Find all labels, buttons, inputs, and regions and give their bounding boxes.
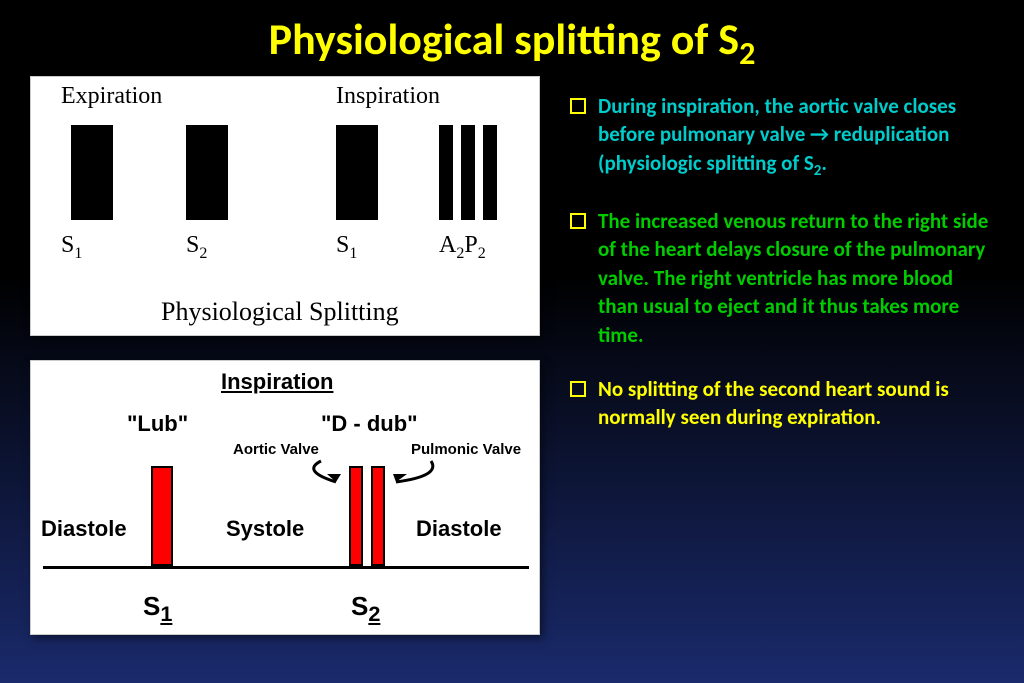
label-diastole1: Diastole (41, 516, 127, 542)
label-diastole2: Diastole (416, 516, 502, 542)
bullet-item: During inspiration, the aortic valve clo… (570, 92, 995, 181)
label-systole: Systole (226, 516, 304, 542)
sound-bar (336, 125, 378, 220)
bullet-item: No splitting of the second heart sound i… (570, 375, 995, 432)
slide-title: Physiological splitting of S2 (0, 0, 1024, 73)
label-s1b: S1 (336, 232, 357, 263)
bullet-text: No splitting of the second heart sound i… (598, 375, 995, 432)
title-sub: 2 (739, 34, 755, 73)
panel2-header: Inspiration (221, 369, 333, 395)
sound-bar (461, 125, 475, 220)
left-column: Expiration Inspiration S1 S2 S1 A2P2 Phy… (30, 76, 540, 659)
right-column: During inspiration, the aortic valve clo… (570, 92, 995, 458)
sound-bar (186, 125, 228, 220)
label-s1-bottom: S1 (143, 591, 172, 627)
panel1-caption: Physiological Splitting (161, 297, 399, 327)
bullet-square-icon (570, 381, 586, 397)
title-text: Physiological splitting of S (269, 12, 739, 66)
sound-bar (71, 125, 113, 220)
panel-lub-ddub: Inspiration "Lub" "D - dub" Aortic Valve… (30, 360, 540, 635)
label-expiration: Expiration (61, 83, 162, 110)
bullet-text: During inspiration, the aortic valve clo… (598, 92, 995, 181)
sound-bar-red (371, 466, 385, 566)
arrow-pulmonic (391, 456, 451, 491)
label-inspiration: Inspiration (336, 83, 440, 110)
arrow-aortic (291, 456, 351, 491)
sound-bar (483, 125, 497, 220)
sound-bar-red (151, 466, 173, 566)
bullet-text: The increased venous return to the right… (598, 207, 995, 349)
label-s1a: S1 (61, 232, 82, 263)
panel-splitting-bars: Expiration Inspiration S1 S2 S1 A2P2 Phy… (30, 76, 540, 336)
bullet-square-icon (570, 98, 586, 114)
label-a2p2: A2P2 (439, 232, 486, 263)
sound-bar-red (349, 466, 363, 566)
label-s2: S2 (186, 232, 207, 263)
label-lub: "Lub" (127, 411, 188, 437)
bullet-square-icon (570, 213, 586, 229)
label-ddub: "D - dub" (321, 411, 418, 437)
label-s2-bottom: S2 (351, 591, 380, 627)
baseline (43, 566, 529, 569)
bullet-item: The increased venous return to the right… (570, 207, 995, 349)
sound-bar (439, 125, 453, 220)
